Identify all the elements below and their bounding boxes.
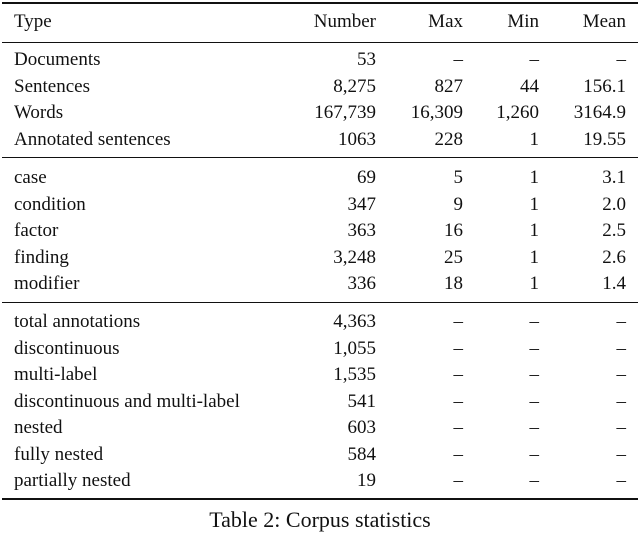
cell: – bbox=[529, 49, 540, 70]
header-cell: Type bbox=[14, 11, 52, 32]
cell: 603 bbox=[347, 417, 377, 438]
cell: – bbox=[453, 311, 464, 332]
cell: 1 bbox=[529, 193, 540, 215]
cell: – bbox=[529, 364, 540, 385]
bottom-rule bbox=[2, 498, 638, 500]
section-rule bbox=[2, 302, 638, 303]
cell: – bbox=[616, 337, 627, 359]
cell: – bbox=[453, 390, 464, 412]
cell: 25 bbox=[444, 246, 463, 268]
cell: 69 bbox=[357, 167, 376, 188]
cell: 1,055 bbox=[333, 337, 376, 359]
cell: – bbox=[453, 417, 464, 438]
cell: 18 bbox=[444, 273, 463, 294]
cell: – bbox=[529, 390, 540, 412]
cell: 1 bbox=[529, 246, 540, 268]
cell: 2.0 bbox=[602, 193, 626, 215]
cell: – bbox=[529, 470, 540, 491]
cell: 167,739 bbox=[314, 102, 376, 123]
cell: – bbox=[616, 49, 627, 70]
header-cell: Max bbox=[428, 11, 463, 32]
row-label: modifier bbox=[14, 273, 80, 294]
cell: 336 bbox=[347, 273, 377, 294]
cell: – bbox=[616, 417, 627, 438]
cell: 2.5 bbox=[602, 220, 626, 241]
cell: 5 bbox=[453, 167, 464, 188]
row-label: nested bbox=[14, 417, 63, 438]
header-rule bbox=[2, 42, 638, 43]
cell: 1 bbox=[529, 167, 540, 188]
cell: 1063 bbox=[338, 128, 376, 150]
cell: 8,275 bbox=[333, 75, 376, 97]
row-label: discontinuous bbox=[14, 337, 120, 359]
cell: – bbox=[616, 364, 627, 385]
cell: 1 bbox=[529, 273, 540, 294]
cell: 16 bbox=[444, 220, 463, 241]
row-label: fully nested bbox=[14, 443, 104, 465]
cell: 584 bbox=[347, 443, 377, 465]
top-rule bbox=[2, 2, 638, 4]
cell: – bbox=[453, 443, 464, 465]
cell: 347 bbox=[347, 193, 377, 215]
row-label: Annotated sentences bbox=[14, 128, 171, 150]
cell: 1.4 bbox=[602, 273, 626, 294]
cell: – bbox=[529, 443, 540, 465]
row-label: factor bbox=[14, 220, 59, 241]
cell: 228 bbox=[434, 128, 464, 150]
cell: 3.1 bbox=[602, 167, 626, 188]
cell: – bbox=[616, 443, 627, 465]
cell: 1 bbox=[529, 220, 540, 241]
cell: 16,309 bbox=[410, 102, 463, 123]
cell: 156.1 bbox=[583, 75, 626, 97]
cell: – bbox=[453, 337, 464, 359]
cell: – bbox=[616, 470, 627, 491]
cell: 4,363 bbox=[333, 311, 376, 332]
cell: – bbox=[453, 364, 464, 385]
cell: 541 bbox=[347, 390, 377, 412]
section-rule bbox=[2, 157, 638, 158]
row-label: partially nested bbox=[14, 470, 131, 491]
cell: 19 bbox=[357, 470, 376, 491]
cell: – bbox=[616, 311, 627, 332]
header-cell: Min bbox=[507, 11, 539, 32]
caption: Table 2: Corpus statistics bbox=[209, 507, 431, 532]
cell: 827 bbox=[434, 75, 464, 97]
cell: 3164.9 bbox=[573, 102, 626, 123]
cell: – bbox=[453, 470, 464, 491]
row-label: Documents bbox=[14, 49, 101, 70]
row-label: condition bbox=[14, 193, 86, 215]
header-cell: Mean bbox=[582, 11, 626, 32]
cell: – bbox=[616, 390, 627, 412]
cell: 1,535 bbox=[333, 364, 376, 385]
header-cell: Number bbox=[313, 11, 376, 32]
row-label: case bbox=[14, 167, 47, 188]
cell: 19.55 bbox=[583, 128, 626, 150]
cell: – bbox=[529, 337, 540, 359]
cell: 9 bbox=[453, 193, 464, 215]
cell: 53 bbox=[357, 49, 376, 70]
cell: 363 bbox=[347, 220, 377, 241]
cell: 1,260 bbox=[496, 102, 539, 123]
row-label: Sentences bbox=[14, 75, 90, 97]
row-label: discontinuous and multi-label bbox=[14, 390, 240, 412]
cell: 3,248 bbox=[333, 246, 376, 268]
cell: – bbox=[453, 49, 464, 70]
cell: – bbox=[529, 311, 540, 332]
row-label: multi-label bbox=[14, 364, 98, 385]
cell: – bbox=[529, 417, 540, 438]
row-label: total annotations bbox=[14, 311, 141, 332]
row-label: Words bbox=[14, 102, 64, 123]
cell: 44 bbox=[520, 75, 539, 97]
cell: 2.6 bbox=[602, 246, 626, 268]
row-label: finding bbox=[14, 246, 69, 268]
cell: 1 bbox=[529, 128, 540, 150]
